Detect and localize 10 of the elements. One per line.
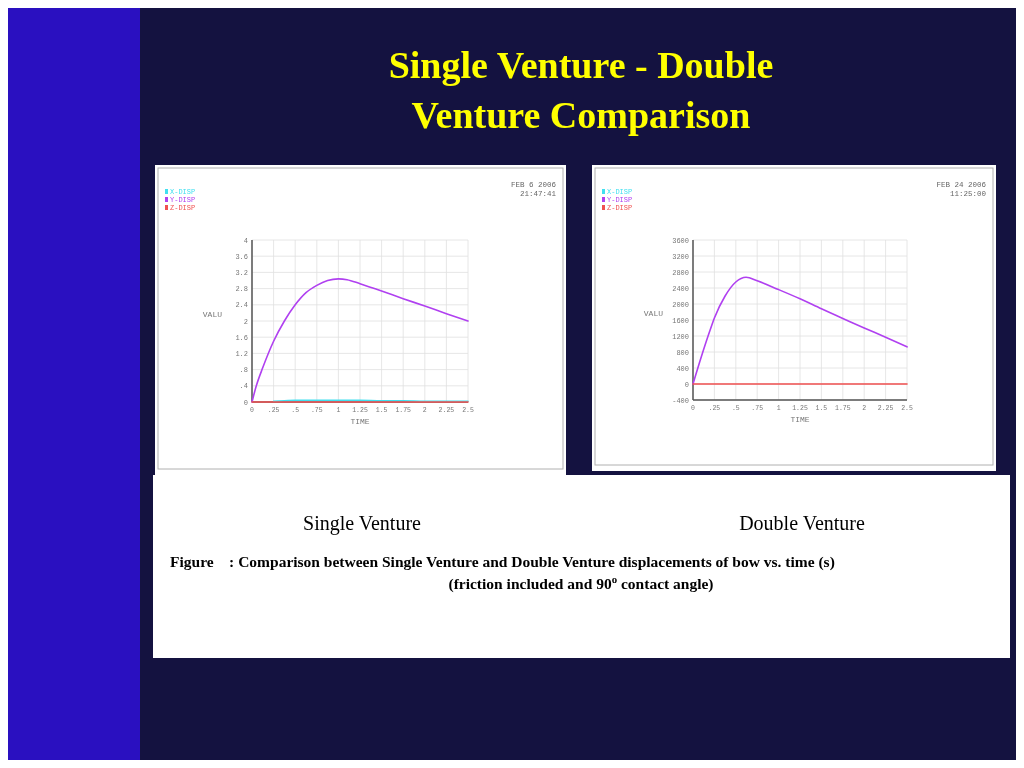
line-series — [692, 276, 908, 385]
x-axis-title: TIME — [350, 417, 370, 426]
x-axis-title: TIME — [790, 415, 810, 424]
y-axis-title: VALU — [202, 310, 223, 319]
text: Double Venture — [739, 512, 865, 534]
text: Figure : Comparison between Single Venture and Double Venture displacements of bow vs. time (s) — [170, 553, 835, 571]
y-axis-title: VALU — [643, 309, 664, 318]
text: Single Venture — [303, 512, 422, 535]
text: Single Venture - Double Venture Comparison — [388, 44, 774, 136]
text: (friction included and 90$^{o}$ contact angle) — [448, 573, 714, 593]
